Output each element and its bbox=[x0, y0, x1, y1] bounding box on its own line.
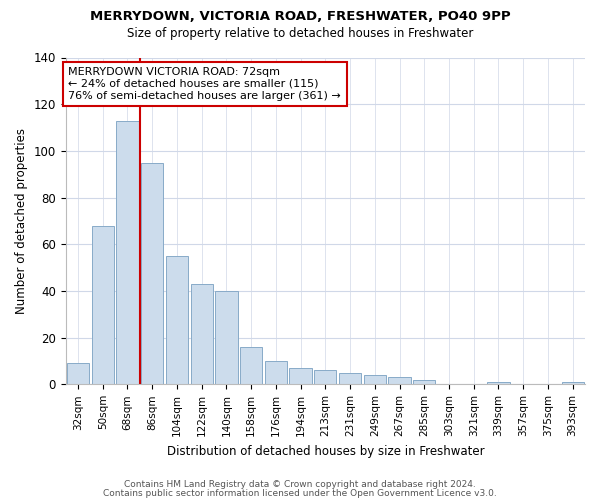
Text: Contains HM Land Registry data © Crown copyright and database right 2024.: Contains HM Land Registry data © Crown c… bbox=[124, 480, 476, 489]
Bar bbox=[141, 162, 163, 384]
Bar bbox=[314, 370, 337, 384]
Bar bbox=[67, 364, 89, 384]
Bar bbox=[487, 382, 509, 384]
Bar bbox=[364, 375, 386, 384]
Text: MERRYDOWN VICTORIA ROAD: 72sqm
← 24% of detached houses are smaller (115)
76% of: MERRYDOWN VICTORIA ROAD: 72sqm ← 24% of … bbox=[68, 68, 341, 100]
Bar bbox=[240, 347, 262, 385]
Bar bbox=[166, 256, 188, 384]
Bar bbox=[265, 361, 287, 384]
Bar bbox=[116, 120, 139, 384]
Text: Size of property relative to detached houses in Freshwater: Size of property relative to detached ho… bbox=[127, 28, 473, 40]
Bar bbox=[413, 380, 436, 384]
Y-axis label: Number of detached properties: Number of detached properties bbox=[15, 128, 28, 314]
Bar bbox=[289, 368, 312, 384]
Text: MERRYDOWN, VICTORIA ROAD, FRESHWATER, PO40 9PP: MERRYDOWN, VICTORIA ROAD, FRESHWATER, PO… bbox=[89, 10, 511, 23]
Bar bbox=[562, 382, 584, 384]
Bar bbox=[215, 291, 238, 384]
Bar bbox=[191, 284, 213, 384]
Bar bbox=[388, 378, 410, 384]
Bar bbox=[339, 372, 361, 384]
Text: Contains public sector information licensed under the Open Government Licence v3: Contains public sector information licen… bbox=[103, 488, 497, 498]
X-axis label: Distribution of detached houses by size in Freshwater: Distribution of detached houses by size … bbox=[167, 444, 484, 458]
Bar bbox=[92, 226, 114, 384]
